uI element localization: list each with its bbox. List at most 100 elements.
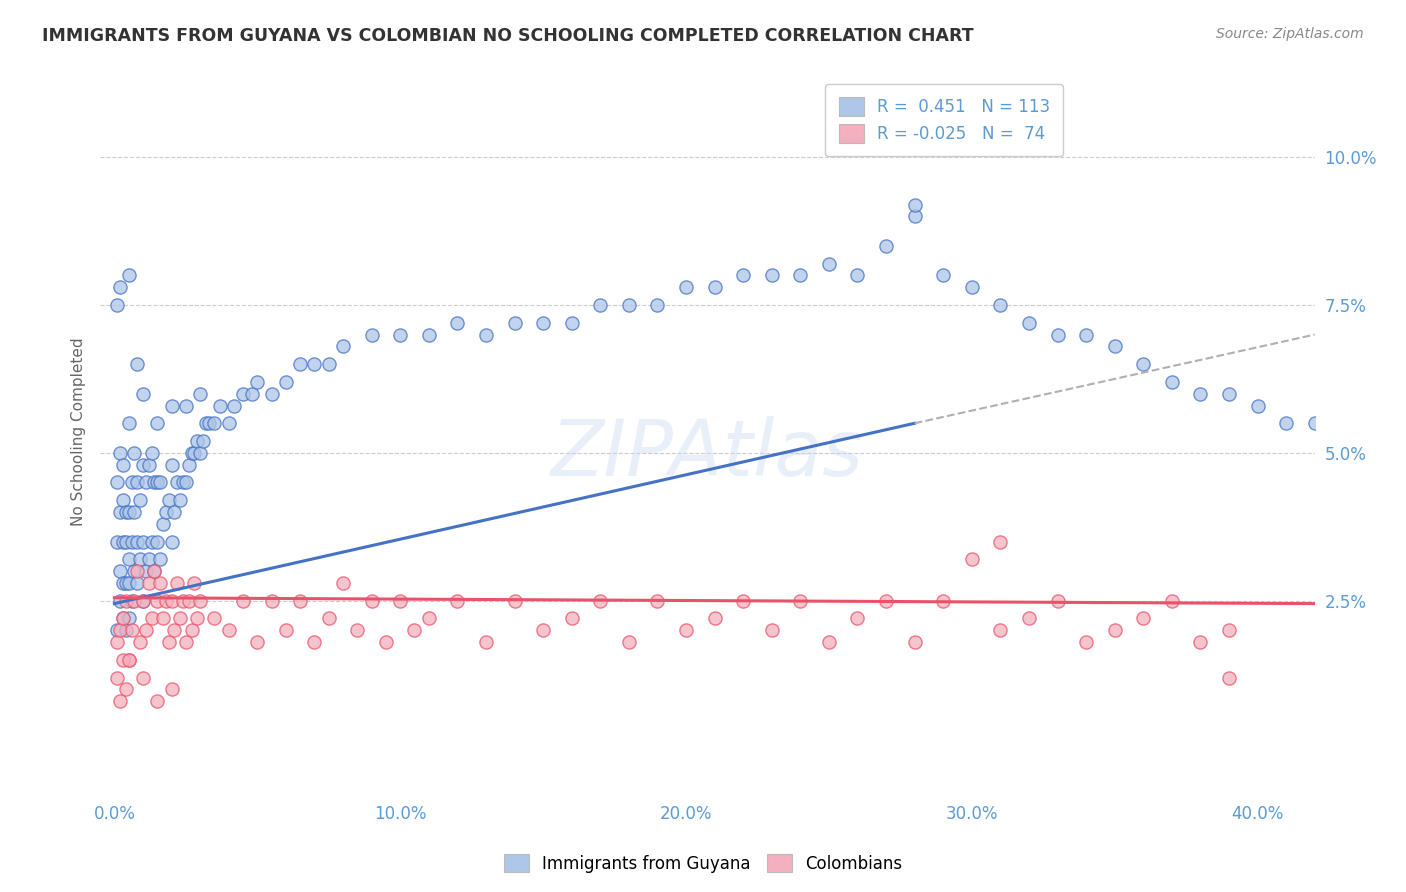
Point bbox=[1104, 339, 1126, 353]
Point bbox=[118, 653, 141, 667]
Point bbox=[127, 575, 149, 590]
Point bbox=[115, 534, 138, 549]
Point bbox=[1132, 611, 1154, 625]
Point bbox=[875, 239, 897, 253]
Point bbox=[132, 458, 155, 472]
Point bbox=[121, 593, 143, 607]
Point bbox=[475, 635, 498, 649]
Point bbox=[1074, 635, 1097, 649]
Point bbox=[183, 575, 205, 590]
Point bbox=[1246, 399, 1268, 413]
Point bbox=[1160, 375, 1182, 389]
Point bbox=[1074, 327, 1097, 342]
Point bbox=[904, 197, 927, 211]
Point bbox=[111, 458, 134, 472]
Point bbox=[132, 593, 155, 607]
Point bbox=[127, 475, 149, 490]
Point bbox=[988, 624, 1011, 638]
Text: IMMIGRANTS FROM GUYANA VS COLOMBIAN NO SCHOOLING COMPLETED CORRELATION CHART: IMMIGRANTS FROM GUYANA VS COLOMBIAN NO S… bbox=[42, 27, 974, 45]
Point bbox=[138, 458, 160, 472]
Point bbox=[733, 268, 755, 283]
Point bbox=[118, 268, 141, 283]
Point bbox=[146, 534, 169, 549]
Point bbox=[589, 298, 612, 312]
Point bbox=[160, 458, 183, 472]
Point bbox=[111, 575, 134, 590]
Point bbox=[155, 505, 177, 519]
Point bbox=[318, 611, 340, 625]
Point bbox=[186, 611, 208, 625]
Point bbox=[163, 505, 186, 519]
Point bbox=[149, 575, 172, 590]
Point bbox=[174, 635, 197, 649]
Point bbox=[209, 399, 232, 413]
Point bbox=[135, 564, 157, 578]
Point bbox=[143, 564, 166, 578]
Point bbox=[146, 475, 169, 490]
Point bbox=[675, 280, 697, 294]
Point bbox=[129, 552, 152, 566]
Point bbox=[121, 475, 143, 490]
Point bbox=[115, 682, 138, 697]
Point bbox=[180, 624, 202, 638]
Point bbox=[197, 417, 219, 431]
Point bbox=[1189, 635, 1212, 649]
Point bbox=[124, 446, 146, 460]
Point bbox=[503, 593, 526, 607]
Point bbox=[135, 475, 157, 490]
Point bbox=[274, 375, 297, 389]
Point bbox=[121, 534, 143, 549]
Point bbox=[118, 575, 141, 590]
Point bbox=[118, 417, 141, 431]
Point bbox=[172, 593, 194, 607]
Point bbox=[111, 493, 134, 508]
Point bbox=[121, 624, 143, 638]
Point bbox=[105, 475, 128, 490]
Point bbox=[191, 434, 214, 448]
Point bbox=[188, 446, 211, 460]
Point bbox=[647, 298, 669, 312]
Point bbox=[904, 210, 927, 224]
Point bbox=[132, 534, 155, 549]
Point bbox=[360, 593, 382, 607]
Point bbox=[675, 624, 697, 638]
Point bbox=[1046, 327, 1069, 342]
Point bbox=[733, 593, 755, 607]
Point bbox=[875, 593, 897, 607]
Point bbox=[446, 316, 468, 330]
Point bbox=[561, 611, 583, 625]
Point bbox=[108, 564, 131, 578]
Point bbox=[115, 575, 138, 590]
Point bbox=[446, 593, 468, 607]
Point bbox=[157, 493, 180, 508]
Point bbox=[146, 593, 169, 607]
Point bbox=[374, 635, 396, 649]
Point bbox=[332, 339, 354, 353]
Point bbox=[138, 575, 160, 590]
Point bbox=[389, 593, 412, 607]
Point bbox=[960, 280, 983, 294]
Point bbox=[149, 475, 172, 490]
Point bbox=[105, 624, 128, 638]
Point bbox=[1104, 624, 1126, 638]
Point bbox=[111, 534, 134, 549]
Point bbox=[232, 593, 254, 607]
Point bbox=[152, 611, 174, 625]
Point bbox=[346, 624, 368, 638]
Point bbox=[647, 593, 669, 607]
Point bbox=[818, 635, 841, 649]
Point bbox=[318, 357, 340, 371]
Point bbox=[503, 316, 526, 330]
Point bbox=[132, 386, 155, 401]
Point bbox=[246, 635, 269, 649]
Point bbox=[904, 635, 927, 649]
Point bbox=[115, 624, 138, 638]
Point bbox=[127, 357, 149, 371]
Point bbox=[108, 694, 131, 708]
Point bbox=[274, 624, 297, 638]
Point bbox=[160, 534, 183, 549]
Point bbox=[111, 611, 134, 625]
Point bbox=[177, 593, 200, 607]
Point bbox=[404, 624, 426, 638]
Point bbox=[418, 611, 440, 625]
